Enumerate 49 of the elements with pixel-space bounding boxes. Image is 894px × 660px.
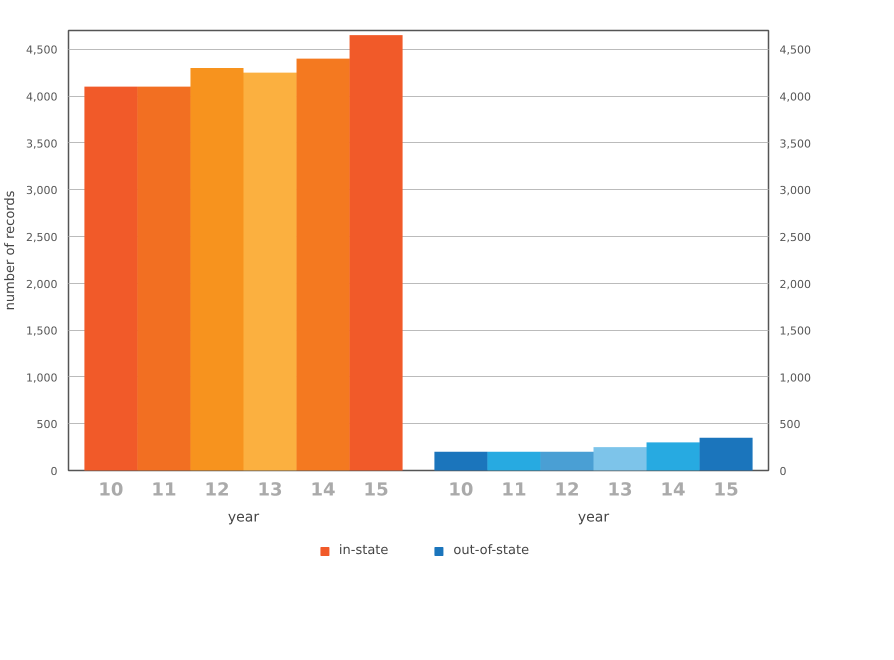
y-tick-label: 3,500 [26, 137, 58, 150]
y-tick-label: 2,000 [26, 278, 58, 291]
y2-tick-label: 500 [780, 418, 800, 432]
x-tick-label: 13 [607, 480, 633, 500]
bar [487, 452, 540, 470]
bar [244, 72, 297, 470]
legend-label: in-state [338, 543, 388, 558]
x-tick-label: 10 [98, 480, 124, 500]
y-tick-label: 4,500 [26, 44, 58, 57]
x-tick-label: 14 [660, 480, 686, 500]
bar [700, 438, 753, 470]
bar [296, 58, 350, 470]
text: year [578, 510, 610, 526]
x-tick-label: 11 [501, 480, 526, 500]
y2-tick-label: 3,500 [780, 137, 811, 150]
y-tick-label: 2,500 [26, 230, 58, 244]
x-tick-label: 13 [257, 480, 283, 500]
x-tick-label: 11 [151, 480, 176, 500]
y2-tick-label: 2,000 [780, 278, 811, 291]
bar [646, 442, 700, 470]
y-tick-label: 1,000 [26, 371, 58, 384]
y2-tick-label: 1,500 [780, 324, 811, 338]
x-tick-label: 12 [204, 480, 230, 500]
bar [190, 68, 244, 470]
y2-tick-label: 4,000 [780, 90, 811, 104]
x-tick-label: 15 [364, 480, 389, 500]
x-axis-title: year [228, 510, 260, 526]
bar [594, 447, 647, 470]
y-tick-label: 500 [36, 418, 58, 432]
bar [434, 452, 488, 470]
y-tick-label: 0 [50, 465, 58, 478]
y-axis-title: number of records [3, 190, 18, 310]
bar [540, 452, 594, 470]
x-tick-label: 10 [448, 480, 474, 500]
x-tick-label: 15 [714, 480, 739, 500]
y-tick-label: 4,000 [26, 90, 58, 104]
bar [137, 86, 190, 470]
y2-tick-label: 3,000 [780, 184, 811, 198]
bar [350, 35, 403, 470]
y2-tick-label: 4,500 [780, 44, 811, 57]
y2-tick-label: 1,000 [780, 371, 811, 384]
bar [84, 86, 138, 470]
y2-tick-label: 0 [780, 465, 786, 478]
x-tick-label: 14 [310, 480, 336, 500]
x-tick-label: 12 [554, 480, 580, 500]
y-tick-label: 1,500 [26, 324, 58, 338]
y-tick-label: 3,000 [26, 184, 58, 198]
legend-label: out-of-state [453, 543, 530, 558]
y2-tick-label: 2,500 [780, 230, 811, 244]
